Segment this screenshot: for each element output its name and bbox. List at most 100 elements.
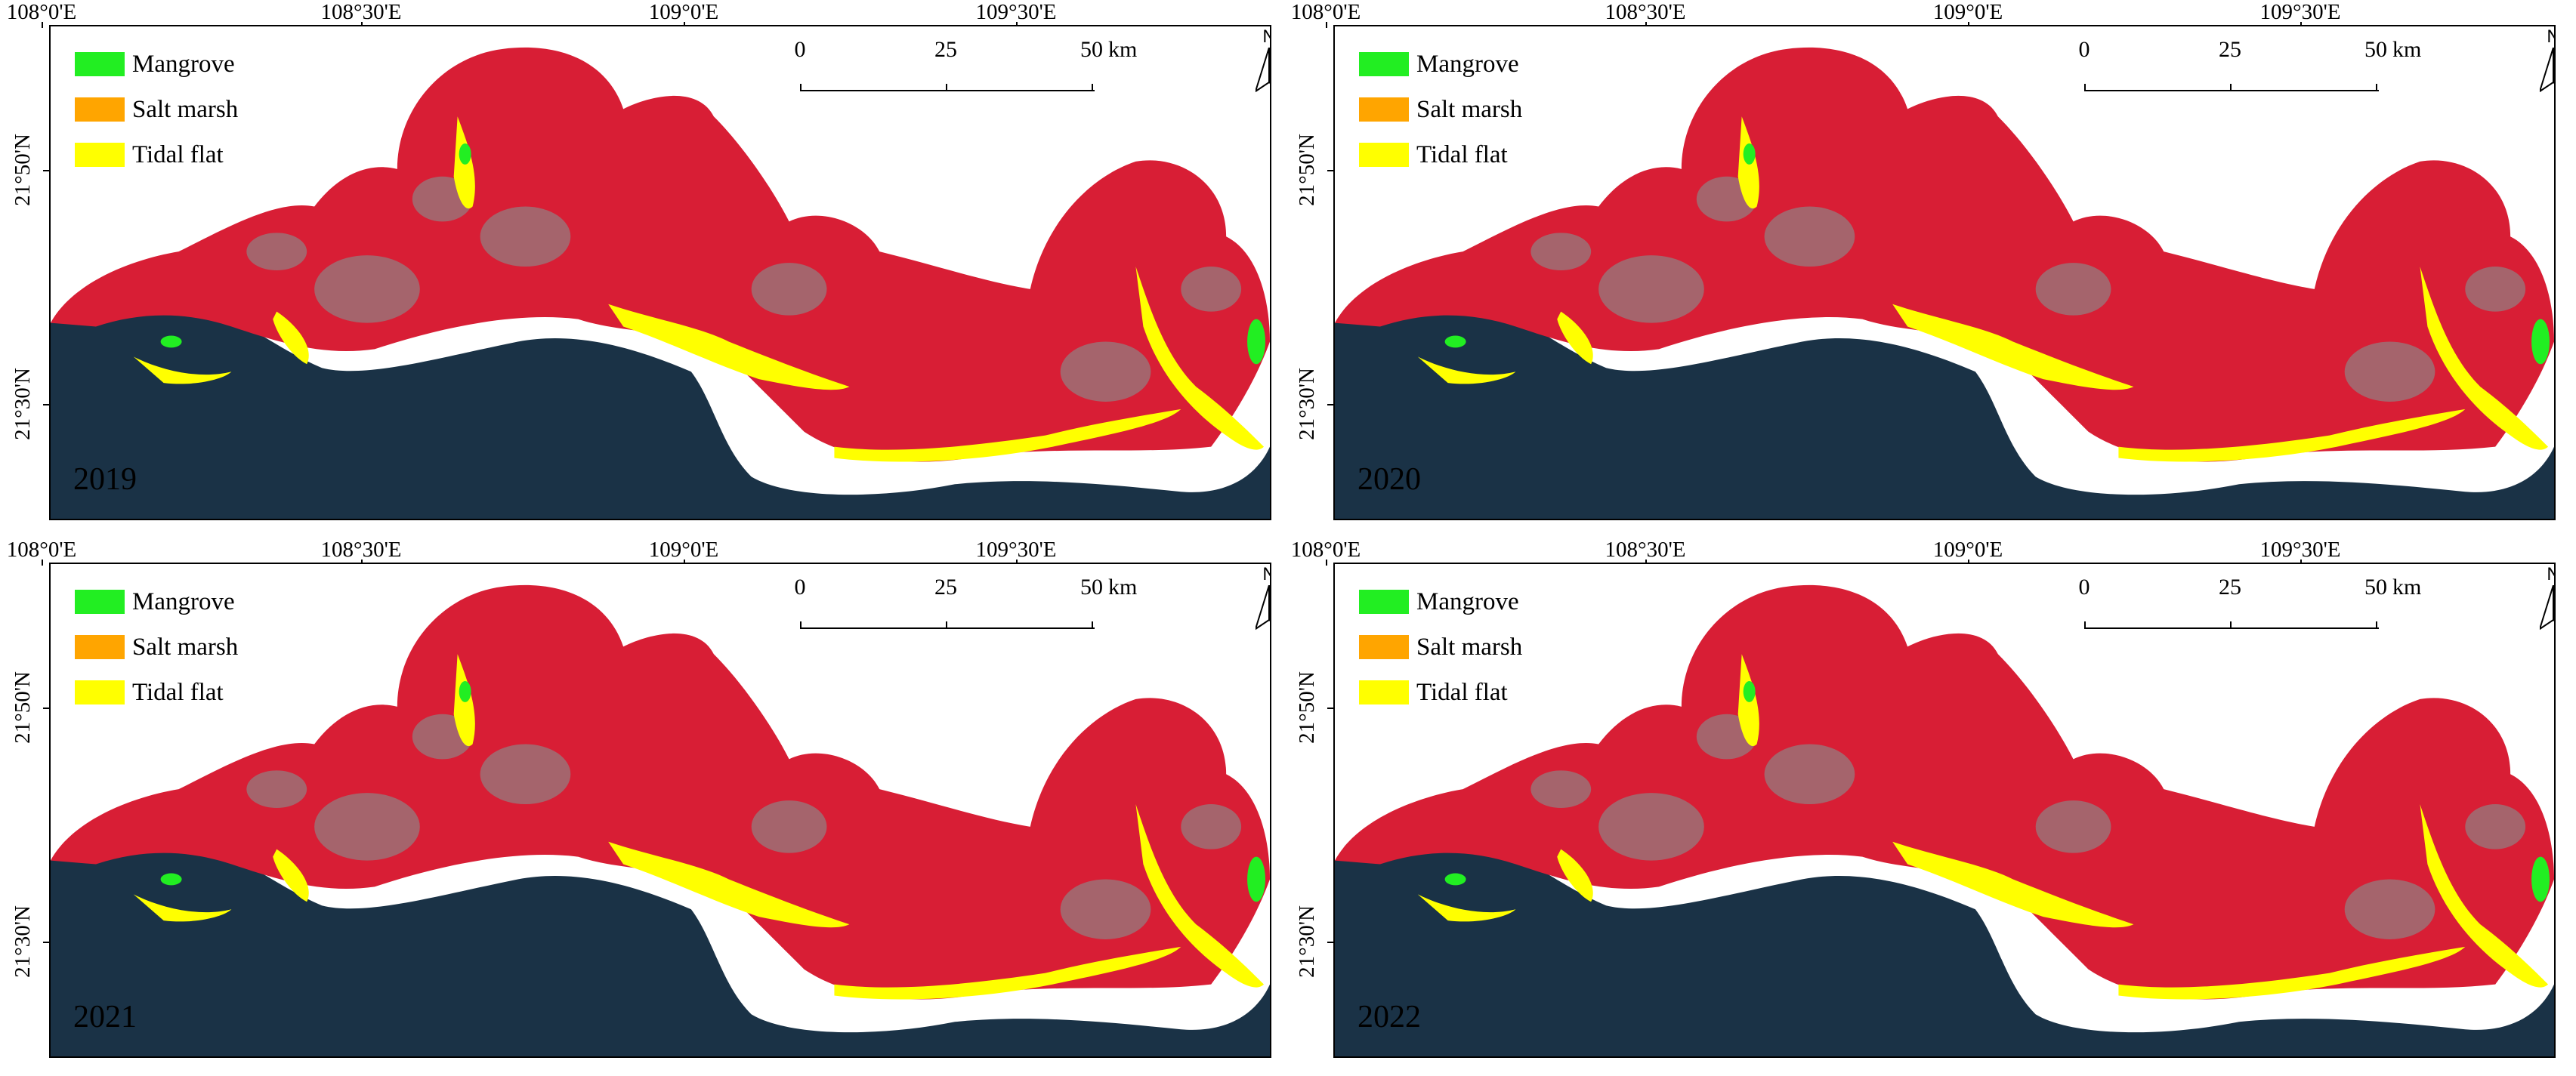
legend-item: Tidal flat xyxy=(1359,132,1522,177)
urban-area xyxy=(1181,267,1242,312)
mangrove-area xyxy=(1444,335,1466,348)
legend-swatch xyxy=(75,52,125,76)
legend-swatch xyxy=(75,97,125,122)
scale-bar-unit: km xyxy=(2392,37,2422,62)
scale-bar: 0 25 50 km xyxy=(2060,37,2421,97)
scale-bar: 0 25 50 km xyxy=(776,575,1137,635)
scale-bar-label: 50 xyxy=(2364,37,2387,62)
scale-bar-label: 25 xyxy=(2219,37,2241,62)
tidal-flat-area xyxy=(608,841,850,928)
latitude-label: 21°50'N xyxy=(11,671,35,744)
scale-bar-label: 50 xyxy=(1080,37,1103,62)
satellite-composite-image xyxy=(1335,564,2554,1056)
scale-bar: 0 25 50 km xyxy=(776,37,1137,97)
longitude-label: 109°0'E xyxy=(648,538,719,562)
urban-area xyxy=(2035,800,2111,853)
urban-area xyxy=(480,744,571,805)
scale-bar-unit: km xyxy=(1108,575,1138,600)
tidal-flat-area xyxy=(2118,946,2466,1000)
land-area xyxy=(1335,584,2554,1000)
legend-item: Tidal flat xyxy=(75,670,238,715)
mangrove-area xyxy=(160,873,182,886)
longitude-label: 108°30'E xyxy=(320,0,402,24)
satellite-composite-image xyxy=(51,26,1270,519)
tidal-flat-area xyxy=(133,894,232,922)
satellite-composite-image xyxy=(51,564,1270,1056)
tidal-flat-area xyxy=(608,304,850,390)
scale-bar-tick xyxy=(1092,84,1093,91)
scale-bar-line xyxy=(2084,627,2379,629)
longitude-label: 108°30'E xyxy=(320,538,402,562)
scale-bar-tick xyxy=(800,84,802,91)
tidal-flat-area xyxy=(1417,894,1516,922)
mangrove-area xyxy=(1743,681,1756,702)
urban-area xyxy=(314,255,420,323)
urban-area xyxy=(1060,879,1151,939)
longitude-tick xyxy=(1326,560,1327,566)
legend-item: Mangrove xyxy=(75,42,238,87)
longitude-label: 108°0'E xyxy=(6,538,77,562)
scale-bar-tick xyxy=(2084,84,2086,91)
longitude-label: 109°0'E xyxy=(1932,538,2003,562)
legend-swatch xyxy=(1359,635,1409,659)
legend-label: Mangrove xyxy=(132,587,235,615)
scale-bar-label: 0 xyxy=(794,37,806,62)
map-panel-2021: 108°0'E 108°30'E 109°0'E 109°30'E 21°50'N 21°… xyxy=(0,538,1273,1059)
legend-label: Mangrove xyxy=(1416,587,1519,615)
latitude-tick xyxy=(1327,942,1333,943)
legend-item: Tidal flat xyxy=(75,132,238,177)
legend-swatch xyxy=(75,143,125,167)
tidal-flat-area xyxy=(1892,304,2134,390)
legend-item: Salt marsh xyxy=(1359,624,1522,670)
urban-area xyxy=(1530,233,1592,271)
land-area xyxy=(1335,47,2554,462)
legend-label: Salt marsh xyxy=(1416,633,1523,661)
scale-bar-label: 0 xyxy=(2078,575,2090,600)
scale-bar-tick xyxy=(2376,84,2377,91)
legend-item: Salt marsh xyxy=(75,87,238,132)
legend-label: Salt marsh xyxy=(132,633,239,661)
longitude-label: 109°0'E xyxy=(648,0,719,24)
latitude-tick xyxy=(43,404,49,405)
sea-area xyxy=(1335,294,2554,519)
urban-area xyxy=(1060,341,1151,402)
longitude-label: 108°0'E xyxy=(6,0,77,24)
tidal-flat-area xyxy=(1557,311,1593,365)
latitude-tick xyxy=(1327,404,1333,405)
tidal-flat-area xyxy=(834,946,1181,1000)
tidal-flat-area xyxy=(1417,356,1516,384)
panel-year-label: 2019 xyxy=(73,462,137,497)
tidal-flat-area xyxy=(133,356,232,384)
scale-bar-line xyxy=(800,90,1095,91)
map-panel-2020: 108°0'E 108°30'E 109°0'E 109°30'E 21°50'N 21°… xyxy=(1284,0,2557,521)
tidal-flat-area xyxy=(2420,267,2549,450)
legend-label: Tidal flat xyxy=(1416,678,1508,706)
north-arrow-icon xyxy=(2540,48,2554,93)
tidal-flat-area xyxy=(834,409,1181,462)
mangrove-area xyxy=(1743,143,1756,165)
legend-item: Mangrove xyxy=(75,579,238,624)
urban-area xyxy=(751,800,827,853)
legend-label: Tidal flat xyxy=(132,140,224,168)
land-area xyxy=(51,47,1270,462)
latitude-label: 21°30'N xyxy=(1295,368,1319,440)
longitude-label: 109°30'E xyxy=(2259,0,2341,24)
scale-bar-line xyxy=(2084,90,2379,91)
legend-label: Mangrove xyxy=(1416,50,1519,78)
tidal-flat-area xyxy=(2420,804,2549,988)
urban-area xyxy=(314,793,420,861)
north-label: N xyxy=(2534,26,2554,48)
legend-item: Mangrove xyxy=(1359,579,1522,624)
sea-area xyxy=(51,294,1270,519)
tidal-flat-area xyxy=(2118,409,2466,462)
latitude-label: 21°50'N xyxy=(1295,134,1319,206)
latitude-tick xyxy=(43,942,49,943)
longitude-label: 108°30'E xyxy=(1605,0,1686,24)
map-legend: Mangrove Salt marsh Tidal flat xyxy=(75,579,238,715)
latitude-label: 21°50'N xyxy=(11,134,35,206)
north-arrow-icon xyxy=(2540,585,2554,630)
north-arrow-icon xyxy=(1256,585,1270,630)
